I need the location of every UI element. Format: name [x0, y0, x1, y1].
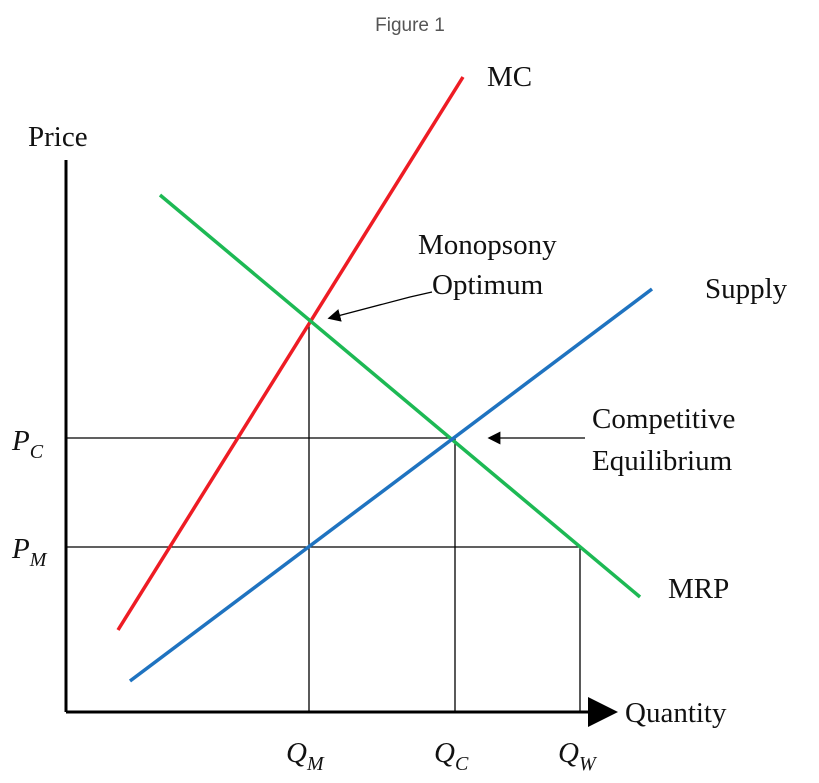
symbol: Q: [286, 737, 307, 769]
price-label: PC: [11, 425, 44, 463]
mrp-label: MRP: [668, 573, 729, 605]
symbol: Q: [434, 737, 455, 769]
symbol: P: [11, 425, 30, 457]
annotation: Monopsony: [418, 229, 557, 261]
x-axis-label: Quantity: [625, 697, 727, 729]
title: Figure 1: [375, 15, 445, 36]
annotation: Optimum: [432, 269, 544, 301]
monopsony-arrow: [327, 291, 433, 322]
supply-curve: [128, 287, 654, 683]
quantity-label: QC: [434, 737, 469, 775]
subscript: W: [579, 753, 598, 775]
symbol: Q: [558, 737, 579, 769]
subscript: M: [306, 753, 325, 775]
mc-curve: [116, 76, 465, 631]
annotation: Competitive: [592, 403, 735, 435]
mc-label: MC: [487, 61, 532, 93]
price-label: PM: [11, 533, 48, 571]
annotation: Equilibrium: [592, 445, 733, 477]
quantity-label: QM: [286, 737, 325, 775]
subscript: C: [30, 441, 44, 463]
subscript: C: [455, 753, 469, 775]
subscript: M: [29, 549, 48, 571]
symbol: P: [11, 533, 30, 565]
quantity-label: QW: [558, 737, 598, 775]
mrp-curve: [158, 193, 642, 599]
y-axis-label: Price: [28, 121, 88, 153]
supply-label: Supply: [705, 273, 788, 305]
